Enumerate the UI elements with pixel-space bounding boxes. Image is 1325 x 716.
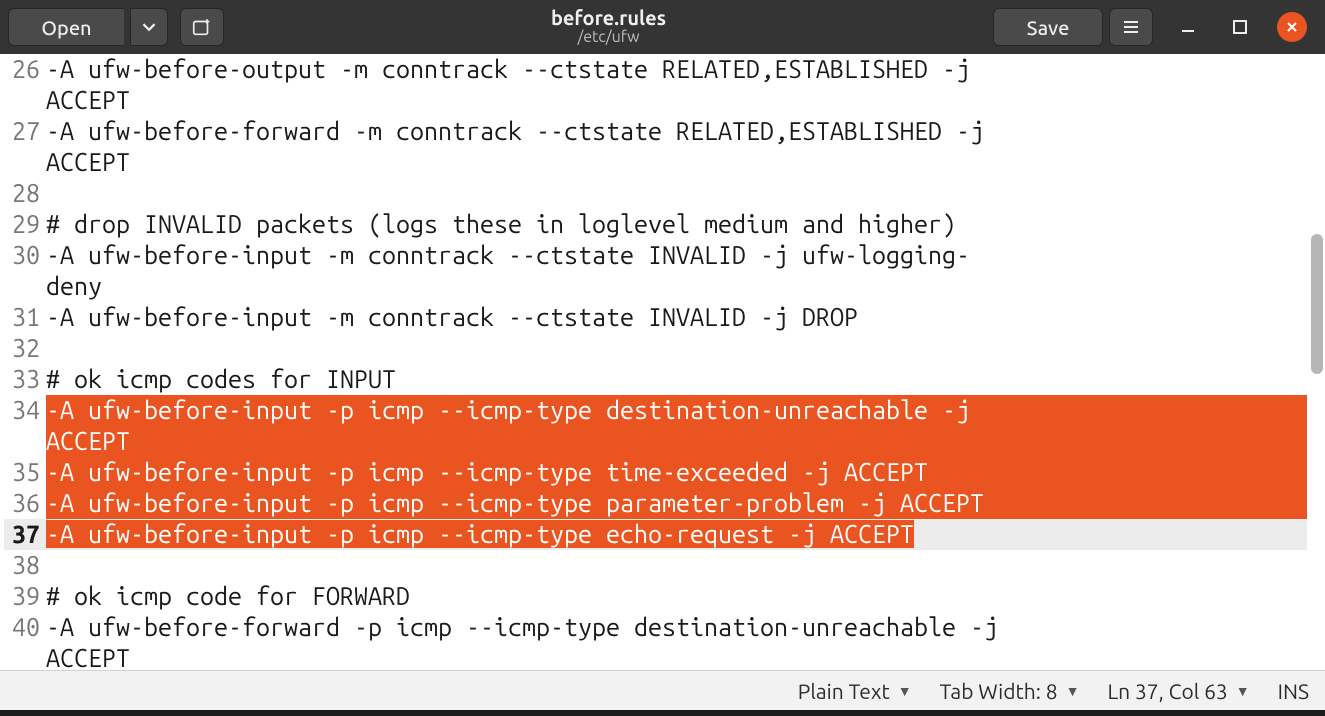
line-text[interactable]: -A ufw-before-input -p icmp --icmp-type …: [46, 488, 1307, 519]
document-path: /etc/ufw: [577, 29, 639, 47]
cursor-position-label: Ln 37, Col 63: [1107, 679, 1227, 703]
chevron-down-icon: ▼: [898, 683, 912, 699]
close-button[interactable]: [1277, 12, 1307, 42]
line-number: 32: [4, 333, 46, 364]
cursor-position-selector[interactable]: Ln 37, Col 63 ▼: [1107, 679, 1249, 703]
code-line[interactable]: ACCEPT: [4, 643, 1307, 670]
line-text[interactable]: # ok icmp codes for INPUT: [46, 364, 1307, 395]
minimize-button[interactable]: [1173, 12, 1203, 42]
line-number: 29: [4, 209, 46, 240]
document-filename: before.rules: [551, 7, 666, 29]
open-button[interactable]: Open: [8, 8, 124, 46]
code-line[interactable]: 32: [4, 333, 1307, 364]
syntax-mode-label: Plain Text: [798, 679, 890, 703]
code-line[interactable]: 38: [4, 550, 1307, 581]
line-text[interactable]: -A ufw-before-forward -m conntrack --cts…: [46, 116, 1307, 147]
chevron-down-icon: [142, 20, 156, 34]
new-tab-icon: [191, 16, 213, 38]
line-text[interactable]: ACCEPT: [46, 643, 1307, 670]
code-line[interactable]: 40-A ufw-before-forward -p icmp --icmp-t…: [4, 612, 1307, 643]
code-line[interactable]: 26-A ufw-before-output -m conntrack --ct…: [4, 54, 1307, 85]
code-line[interactable]: 39# ok icmp code for FORWARD: [4, 581, 1307, 612]
line-text[interactable]: # drop INVALID packets (logs these in lo…: [46, 209, 1307, 240]
line-number: 40: [4, 612, 46, 643]
code-line[interactable]: deny: [4, 271, 1307, 302]
line-text[interactable]: # ok icmp code for FORWARD: [46, 581, 1307, 612]
tab-width-selector[interactable]: Tab Width: 8 ▼: [940, 679, 1080, 703]
code-line[interactable]: 36-A ufw-before-input -p icmp --icmp-typ…: [4, 488, 1307, 519]
code-line[interactable]: 29# drop INVALID packets (logs these in …: [4, 209, 1307, 240]
line-number: 36: [4, 488, 46, 519]
line-text[interactable]: -A ufw-before-input -p icmp --icmp-type …: [46, 395, 1307, 426]
line-text[interactable]: [46, 178, 1307, 209]
title-center: before.rules /etc/ufw: [230, 7, 987, 47]
line-text[interactable]: -A ufw-before-input -m conntrack --ctsta…: [46, 302, 1307, 333]
line-number: 31: [4, 302, 46, 333]
line-text[interactable]: [46, 550, 1307, 581]
line-number: 37: [4, 519, 46, 550]
line-number: 28: [4, 178, 46, 209]
code-line[interactable]: 31-A ufw-before-input -m conntrack --cts…: [4, 302, 1307, 333]
window-controls: [1173, 12, 1307, 42]
line-text[interactable]: -A ufw-before-input -p icmp --icmp-type …: [46, 519, 1307, 550]
line-text[interactable]: [46, 333, 1307, 364]
new-tab-button[interactable]: [180, 8, 224, 46]
chevron-down-icon: ▼: [1236, 683, 1250, 699]
code-line[interactable]: ACCEPT: [4, 426, 1307, 457]
line-number: 33: [4, 364, 46, 395]
bottom-strip: [0, 710, 1325, 716]
code-line[interactable]: 27-A ufw-before-forward -m conntrack --c…: [4, 116, 1307, 147]
code-line[interactable]: 35-A ufw-before-input -p icmp --icmp-typ…: [4, 457, 1307, 488]
maximize-button[interactable]: [1225, 12, 1255, 42]
code-column[interactable]: 26-A ufw-before-output -m conntrack --ct…: [0, 54, 1325, 670]
line-number: 30: [4, 240, 46, 271]
line-number: 26: [4, 54, 46, 85]
chevron-down-icon: ▼: [1066, 683, 1080, 699]
line-number: 27: [4, 116, 46, 147]
code-line[interactable]: 34-A ufw-before-input -p icmp --icmp-typ…: [4, 395, 1307, 426]
line-text[interactable]: -A ufw-before-input -m conntrack --ctsta…: [46, 240, 1307, 271]
line-text[interactable]: -A ufw-before-input -p icmp --icmp-type …: [46, 457, 1307, 488]
line-text[interactable]: -A ufw-before-output -m conntrack --ctst…: [46, 54, 1307, 85]
line-text[interactable]: ACCEPT: [46, 147, 1307, 178]
code-line[interactable]: ACCEPT: [4, 147, 1307, 178]
statusbar: Plain Text ▼ Tab Width: 8 ▼ Ln 37, Col 6…: [0, 670, 1325, 710]
line-text[interactable]: -A ufw-before-forward -p icmp --icmp-typ…: [46, 612, 1307, 643]
minimize-icon: [1179, 18, 1197, 36]
tab-width-label: Tab Width: 8: [940, 679, 1058, 703]
line-text[interactable]: ACCEPT: [46, 426, 1307, 457]
open-recent-dropdown[interactable]: [130, 8, 168, 46]
titlebar: Open before.rules /etc/ufw Save: [0, 0, 1325, 54]
line-text[interactable]: deny: [46, 271, 1307, 302]
insert-mode-indicator[interactable]: INS: [1278, 679, 1309, 703]
line-number: 38: [4, 550, 46, 581]
save-button-label: Save: [1027, 16, 1070, 39]
code-line[interactable]: ACCEPT: [4, 85, 1307, 116]
hamburger-icon: [1121, 17, 1141, 37]
code-line[interactable]: 30-A ufw-before-input -m conntrack --cts…: [4, 240, 1307, 271]
syntax-mode-selector[interactable]: Plain Text ▼: [798, 679, 912, 703]
editor-area[interactable]: 26-A ufw-before-output -m conntrack --ct…: [0, 54, 1325, 670]
code-line[interactable]: 37-A ufw-before-input -p icmp --icmp-typ…: [4, 519, 1307, 550]
insert-mode-label: INS: [1278, 679, 1309, 703]
scrollbar-thumb[interactable]: [1311, 234, 1323, 374]
line-text[interactable]: ACCEPT: [46, 85, 1307, 116]
line-number: 39: [4, 581, 46, 612]
code-line[interactable]: 28: [4, 178, 1307, 209]
maximize-icon: [1232, 19, 1248, 35]
line-number: 35: [4, 457, 46, 488]
open-button-label: Open: [41, 16, 91, 39]
hamburger-menu-button[interactable]: [1109, 8, 1153, 46]
close-icon: [1285, 20, 1299, 34]
code-line[interactable]: 33# ok icmp codes for INPUT: [4, 364, 1307, 395]
save-button[interactable]: Save: [993, 8, 1103, 46]
line-number: 34: [4, 395, 46, 426]
